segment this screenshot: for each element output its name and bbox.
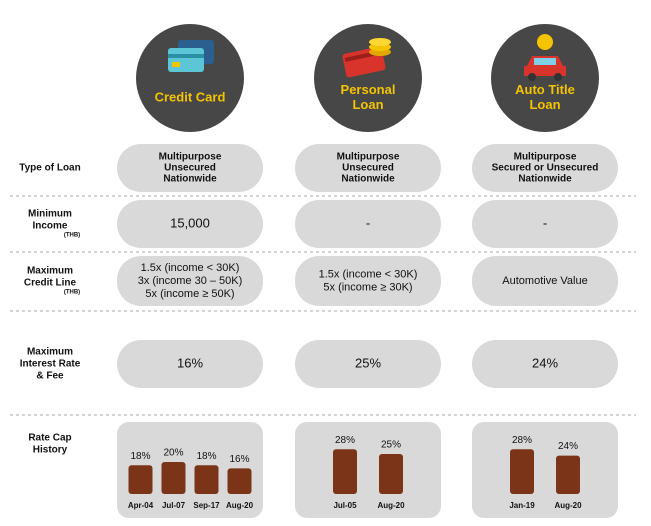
cell-pill [295,256,441,306]
chart-box [117,422,263,518]
x-tick-label: Aug-20 [554,501,582,510]
cell-text: Multipurpose [159,152,222,163]
row-label: Income [32,221,67,232]
cell-pill [472,200,618,248]
credit-card-icon [168,40,214,72]
header-circle [314,24,422,132]
cell-text: Automotive Value [502,275,587,287]
value-label: 18% [130,451,150,462]
cell-text: Nationwide [163,174,217,185]
cell-text: Unsecured [164,163,216,174]
row-label: & Fee [36,371,64,382]
cell-pill [472,256,618,306]
row-label: Maximum [27,266,73,277]
x-tick-label: Apr-04 [128,501,154,510]
bar [161,462,186,494]
row-label: Maximum [27,347,73,358]
cell-text: - [543,215,547,230]
header-circle [136,24,244,132]
column-title: Personal [341,82,396,97]
column-title: Loan [529,97,560,112]
cell-text: Multipurpose [337,152,400,163]
cell-pill [295,200,441,248]
cell-text: 1.5x (income < 30K) [141,262,240,274]
auto-icon [524,34,566,81]
bar [510,449,534,494]
cell-text: 24% [532,355,558,370]
row-label: Rate Cap [28,433,71,444]
cell-text: Multipurpose [514,152,577,163]
row-unit: (THB) [64,233,80,239]
bar [194,465,219,494]
value-label: 28% [512,435,532,446]
cell-pill [295,144,441,192]
cell-pill [117,340,263,388]
cell-pill [472,144,618,192]
value-label: 18% [196,451,216,462]
cell-text: 5x (income ≥ 50K) [145,288,234,300]
cell-text: 5x (income ≥ 30K) [323,281,412,293]
cell-pill [117,256,263,306]
column-title: Credit Card [155,89,226,104]
value-label: 28% [335,435,355,446]
cell-text: Secured or Unsecured [492,163,599,174]
personal-loan-icon [342,38,391,78]
cell-pill [472,340,618,388]
bar [128,465,153,494]
bar [379,454,403,494]
value-label: 16% [229,454,249,465]
x-tick-label: Jan-19 [509,501,535,510]
cell-pill [117,144,263,192]
x-tick-label: Sep-17 [193,501,220,510]
circles [136,24,599,132]
value-label: 20% [163,448,183,459]
x-tick-label: Aug-20 [377,501,405,510]
row-label: Minimum [28,209,72,220]
x-tick-label: Aug-20 [226,501,254,510]
column-title: Loan [352,97,383,112]
cell-text: 25% [355,355,381,370]
x-tick-label: Jul-07 [162,501,186,510]
row-label: History [33,445,68,456]
cell-text: 16% [177,355,203,370]
row-label: Type of Loan [19,163,80,174]
bar [227,468,252,494]
cell-text: Nationwide [518,174,572,185]
column-title: Auto Title [515,82,575,97]
chart-box [472,422,618,518]
cell-text: Nationwide [341,174,395,185]
chart-box [295,422,441,518]
row-unit: (THB) [64,290,80,296]
cell-text: - [366,215,370,230]
bar [556,455,580,494]
header-circle [491,24,599,132]
cell-text: 1.5x (income < 30K) [319,268,418,280]
row-label: Credit Line [24,278,77,289]
bar [333,449,357,494]
value-label: 25% [381,440,401,451]
row-label: Interest Rate [20,359,81,370]
separators [10,195,636,416]
cell-text: 3x (income 30 – 50K) [138,275,243,287]
cell-pill [117,200,263,248]
cell-pill [295,340,441,388]
x-tick-label: Jul-05 [333,501,357,510]
cell-text: Unsecured [342,163,394,174]
cell-text: 15,000 [170,215,210,230]
value-label: 24% [558,441,578,452]
